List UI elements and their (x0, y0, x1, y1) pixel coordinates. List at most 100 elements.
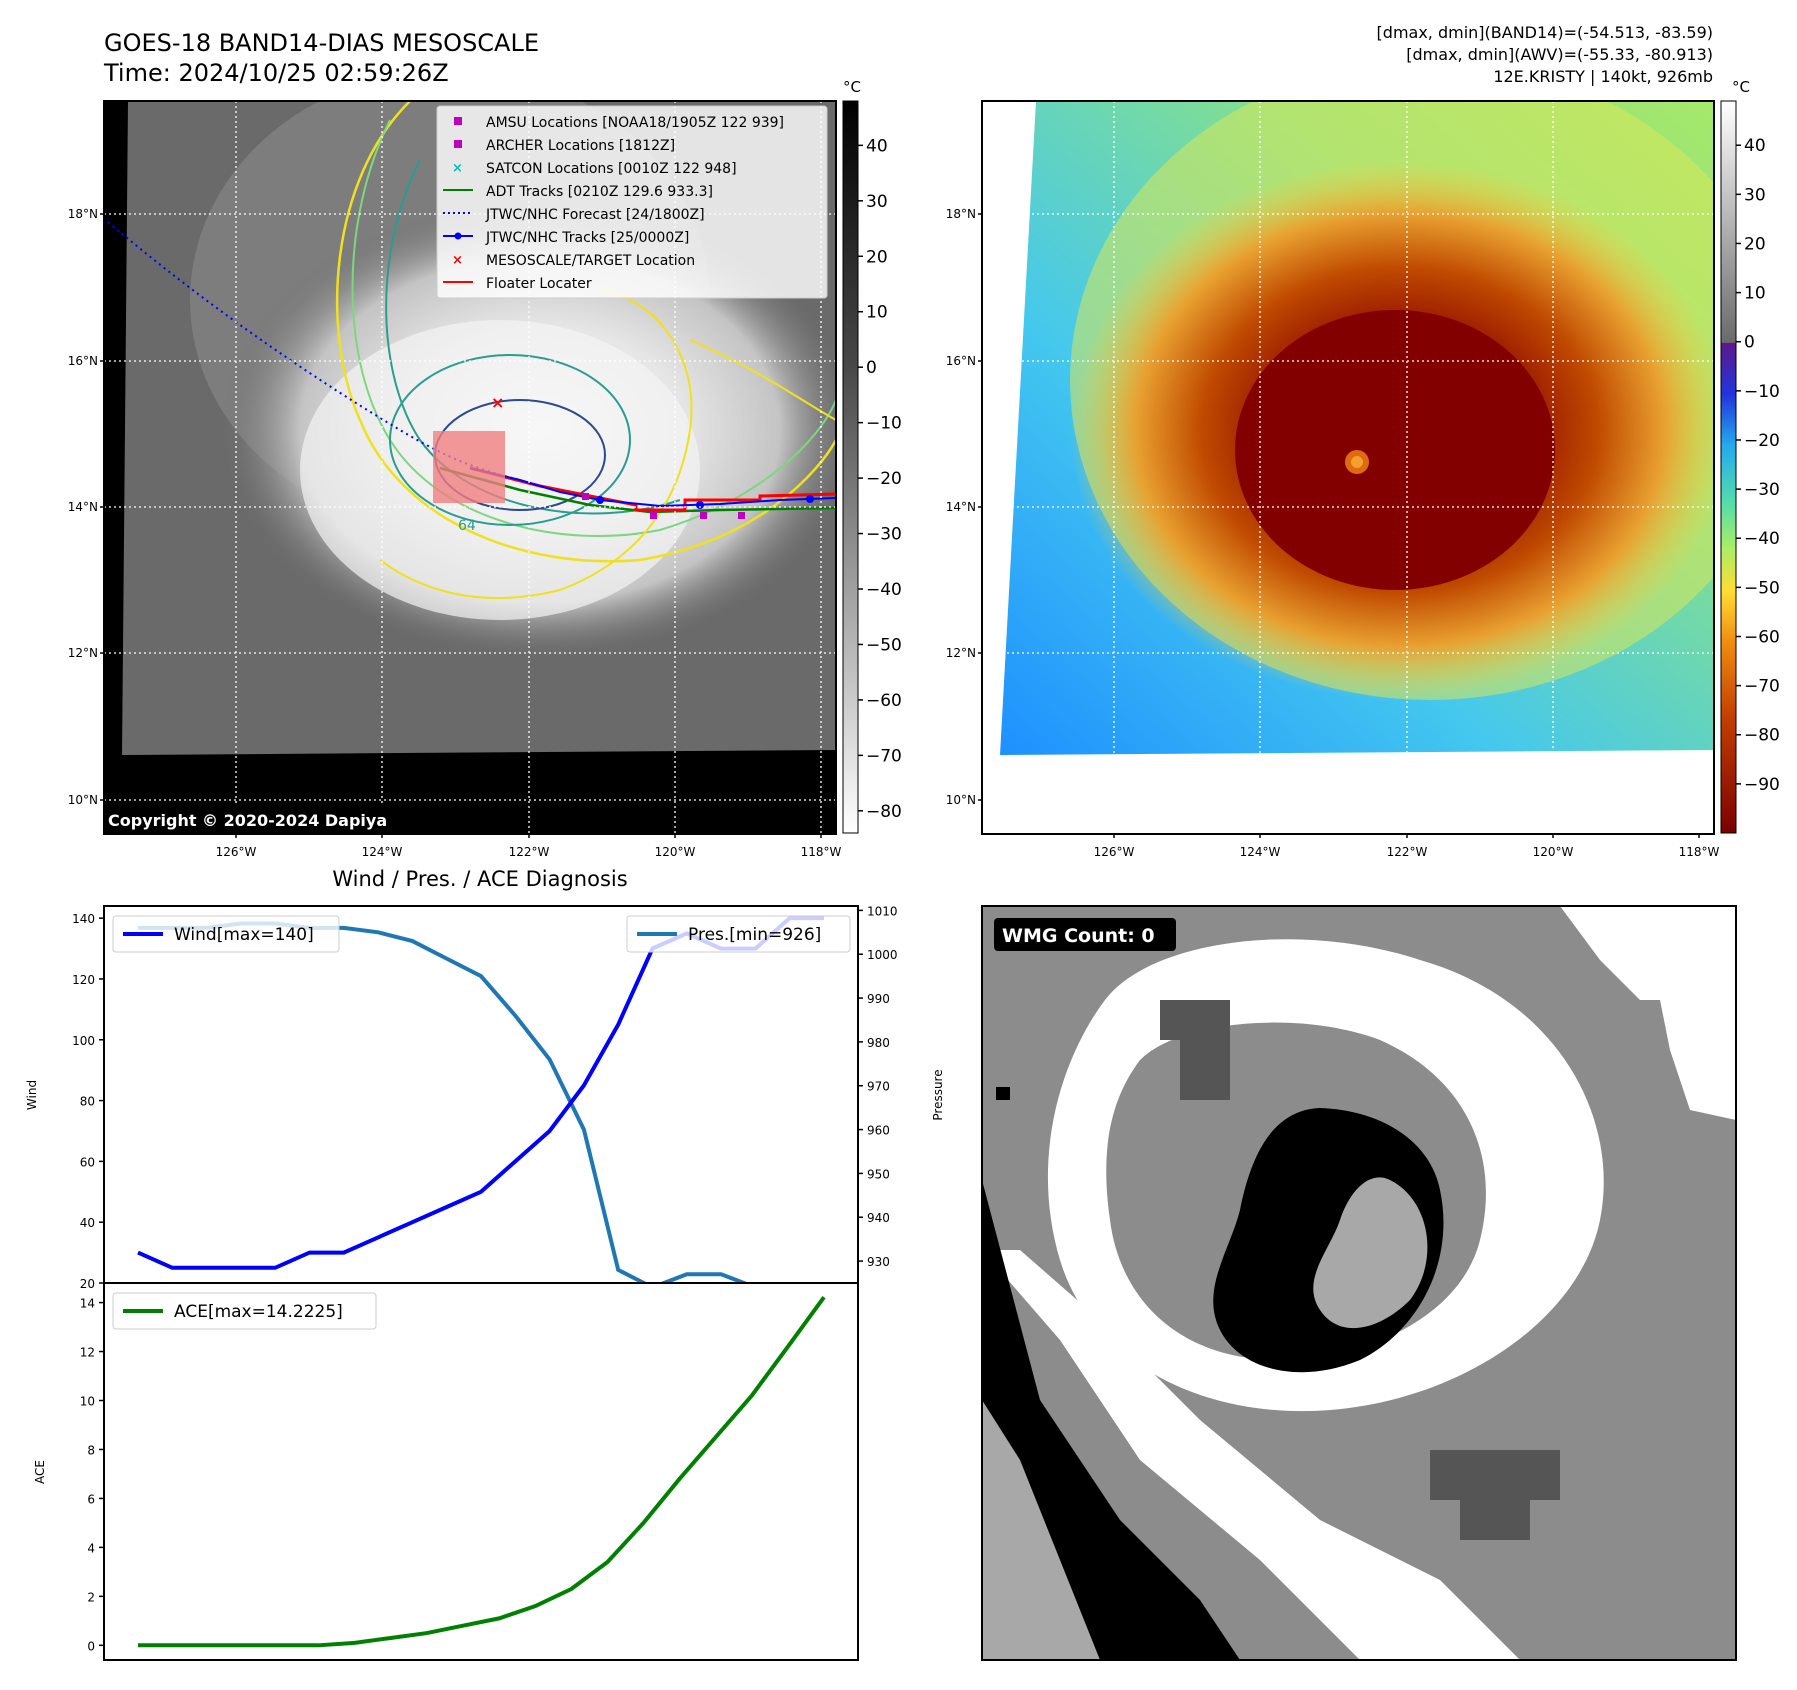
target-marker-icon: × (491, 393, 504, 412)
lon-tick-label: 122°W (1387, 845, 1428, 859)
lon-tick-label: 126°W (216, 845, 257, 859)
legend-entry-label: Floater Locater (486, 276, 592, 292)
awv-unit: °C (1732, 78, 1750, 96)
colorbar-tick-label: −80 (866, 802, 902, 822)
wind-tick-label: 140 (72, 912, 95, 926)
band14-unit: °C (843, 78, 861, 96)
x-red-icon: × (452, 253, 463, 268)
colorbar-tick-label: 40 (1744, 136, 1766, 156)
colorbar-tick-label: 40 (866, 136, 888, 156)
ace-chart: 0 2 4 6 8 10 12 14 ACE ACE[max=14.2225] (33, 1282, 859, 1661)
colorbar-tick-label: 20 (866, 247, 888, 267)
wind-legend-label: Wind[max=140] (174, 925, 314, 945)
map-legend: × × AMSU Locations [NOAA18/1905Z 122 939… (436, 105, 828, 299)
colorbar-tick-label: −40 (1744, 529, 1780, 549)
colorbar-tick-label: −30 (866, 525, 902, 545)
lat-tick-label: 16°N (68, 354, 98, 368)
lat-tick-label: 12°N (68, 646, 98, 660)
forecast-track (107, 221, 521, 481)
legend-entry-label: SATCON Locations [0010Z 122 948] (486, 161, 737, 177)
colorbar-tick-label: −20 (1744, 431, 1780, 451)
colorbar-tick-label: −10 (1744, 382, 1780, 402)
pressure-tick-label: 960 (867, 1124, 890, 1138)
ace-tick-label: 2 (87, 1590, 95, 1604)
colorbar-tick-label: −10 (866, 414, 902, 434)
wmg-eye (1313, 1177, 1428, 1329)
wind-tick-label: 100 (72, 1034, 95, 1048)
colorbar-tick-label: −90 (1744, 775, 1780, 795)
colorbar-tick-label: 30 (866, 192, 888, 212)
colorbar-tick-label: 10 (1744, 284, 1766, 304)
lat-tick-label: 16°N (946, 354, 976, 368)
colorbar-tick-label: −20 (866, 469, 902, 489)
wind-tick-label: 80 (80, 1095, 95, 1109)
wmg-map: WMG Count: 0 (981, 905, 1737, 1661)
colorbar-tick-label: −50 (1744, 578, 1780, 598)
copyright-text: Copyright © 2020-2024 Dapiya (108, 811, 387, 830)
colorbar-tick-label: −60 (1744, 627, 1780, 647)
lon-tick-label: 118°W (1679, 845, 1720, 859)
legend-entry-label: ADT Tracks [0210Z 129.6 933.3] (486, 184, 713, 200)
lon-tick-label: 120°W (1533, 845, 1574, 859)
wind-tick-label: 60 (80, 1155, 95, 1169)
lon-tick-label: 126°W (1094, 845, 1135, 859)
colorbar-tick-label: −80 (1744, 726, 1780, 746)
lon-tick-label: 124°W (1240, 845, 1281, 859)
lat-tick-label: 18°N (946, 207, 976, 221)
lon-tick-label: 124°W (362, 845, 403, 859)
legend-entry-label: MESOSCALE/TARGET Location (486, 253, 695, 269)
contour-label: 64 (458, 518, 476, 534)
pressure-tick-label: 950 (867, 1167, 890, 1181)
ace-line (138, 1295, 826, 1648)
lat-tick-label: 18°N (68, 207, 98, 221)
pressure-legend-label: Pres.[min=926] (688, 925, 821, 945)
legend-entry-label: ARCHER Locations [1812Z] (486, 138, 675, 154)
legend-entry-label: JTWC/NHC Forecast [24/1800Z] (485, 207, 705, 223)
mesoscale-box (433, 431, 505, 503)
square-magenta-icon (454, 117, 462, 125)
wind-tick-label: 40 (80, 1216, 95, 1230)
pressure-tick-label: 930 (867, 1255, 890, 1269)
pressure-tick-label: 970 (867, 1080, 890, 1094)
info-line-2: [dmax, dmin](AWV)=(-55.33, -80.913) (1406, 45, 1713, 64)
legend-entry-label: JTWC/NHC Tracks [25/0000Z] (485, 230, 689, 246)
pressure-tick-label: 1000 (867, 948, 898, 962)
colorbar-tick-label: 20 (1744, 234, 1766, 254)
wind-tick-label: 120 (72, 973, 95, 987)
colorbar-tick-label: −60 (866, 691, 902, 711)
lon-tick-label: 122°W (509, 845, 550, 859)
wind-tick-label: 20 (80, 1277, 95, 1291)
colorbar-tick-label: −40 (866, 580, 902, 600)
title-line-1: GOES-18 BAND14-DIAS MESOSCALE (104, 29, 539, 57)
colorbar-tick-label: 30 (1744, 185, 1766, 205)
lon-tick-label: 118°W (801, 845, 842, 859)
ace-tick-label: 12 (80, 1346, 95, 1360)
floater-track (469, 466, 836, 512)
awv-colorbar: °C 40 30 20 10 0 −10 −20 −30 −40 −50 −60 −70 −80 −90 (1720, 78, 1780, 834)
band14-colorbar: °C 40 30 20 10 0 −10 −20 −30 −40 −50 −60 −70 −80 (842, 78, 902, 834)
lat-tick-label: 10°N (946, 793, 976, 807)
colorbar-tick-label: −70 (866, 746, 902, 766)
ace-tick-label: 6 (87, 1492, 95, 1506)
lat-tick-label: 12°N (946, 646, 976, 660)
lat-tick-label: 14°N (946, 500, 976, 514)
band14-map: × 64 Copyright © 2020-2024 Dapiya × (68, 100, 842, 859)
ace-tick-label: 8 (87, 1443, 95, 1457)
wmg-count-label: WMG Count: 0 (1002, 925, 1155, 947)
colorbar-tick-label: −30 (1744, 480, 1780, 500)
pressure-axis-label: Pressure (931, 1069, 945, 1120)
colorbar-tick-label: 10 (866, 303, 888, 323)
colorbar-tick-label: 0 (1744, 333, 1755, 353)
title-line-2: Time: 2024/10/25 02:59:26Z (103, 59, 449, 87)
pressure-tick-label: 1010 (867, 904, 898, 918)
ace-axis-label: ACE (33, 1460, 47, 1484)
jtwc-track (469, 467, 836, 508)
pressure-tick-label: 990 (867, 992, 890, 1006)
awv-map: 18°N 16°N 14°N 12°N 10°N 126°W 124°W 122°W 120°… (946, 100, 1720, 859)
legend-entry-label: AMSU Locations [NOAA18/1905Z 122 939] (486, 115, 784, 131)
pressure-tick-label: 980 (867, 1036, 890, 1050)
info-line-3: 12E.KRISTY | 140kt, 926mb (1493, 67, 1713, 86)
colorbar-tick-label: −70 (1744, 677, 1780, 697)
ace-tick-label: 14 (80, 1297, 95, 1311)
